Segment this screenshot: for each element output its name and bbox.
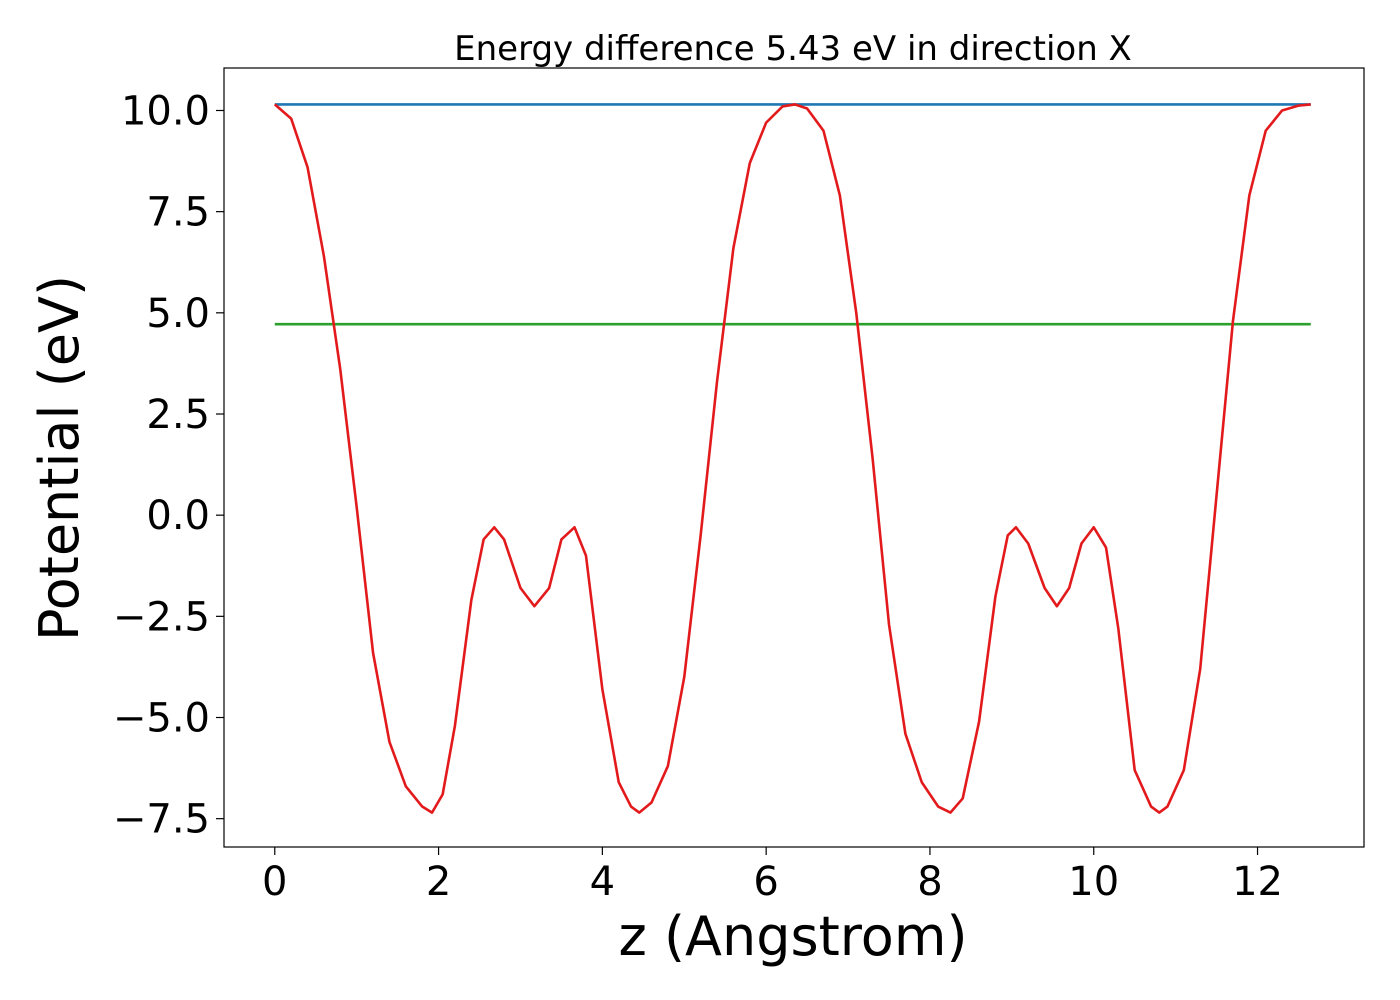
x-tick-label: 0 bbox=[262, 859, 287, 905]
chart-title: Energy difference 5.43 eV in direction X bbox=[454, 29, 1132, 69]
plot-frame bbox=[223, 67, 1365, 848]
plot-area bbox=[273, 103, 1311, 814]
y-tick-label: 5.0 bbox=[146, 291, 210, 337]
y-tick-label: −2.5 bbox=[113, 594, 210, 640]
y-tick-label: −5.0 bbox=[113, 696, 210, 742]
x-tick-label: 4 bbox=[590, 859, 615, 905]
y-tick-label: 0.0 bbox=[146, 493, 210, 539]
x-tick-label: 6 bbox=[753, 859, 778, 905]
y-tick-label: 2.5 bbox=[146, 392, 210, 438]
x-tick-label: 2 bbox=[426, 859, 451, 905]
x-axis: 0 2 4 6 8 10 12 bbox=[262, 847, 1283, 905]
y-axis-label: Potential (eV) bbox=[28, 275, 91, 641]
x-axis-label: z (Angstrom) bbox=[618, 905, 967, 968]
y-axis: −7.5 −5.0 −2.5 0.0 2.5 5.0 7.5 10.0 bbox=[113, 88, 224, 843]
y-tick-label: 7.5 bbox=[146, 190, 210, 236]
x-tick-label: 8 bbox=[917, 859, 942, 905]
x-tick-label: 10 bbox=[1068, 859, 1119, 905]
potential-line bbox=[273, 103, 1311, 814]
y-tick-label: −7.5 bbox=[113, 797, 210, 843]
y-tick-label: 10.0 bbox=[121, 88, 210, 134]
x-tick-label: 12 bbox=[1232, 859, 1283, 905]
